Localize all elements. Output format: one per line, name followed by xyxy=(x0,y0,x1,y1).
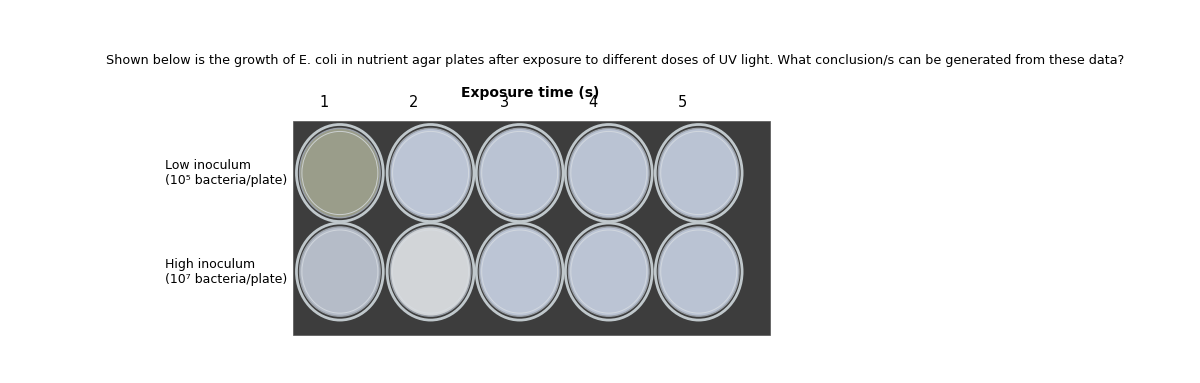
Text: Low inoculum
(10⁵ bacteria/plate): Low inoculum (10⁵ bacteria/plate) xyxy=(164,159,287,187)
Ellipse shape xyxy=(659,227,739,316)
Text: 2: 2 xyxy=(409,95,418,110)
Text: 1: 1 xyxy=(319,95,329,110)
Ellipse shape xyxy=(300,128,380,218)
Ellipse shape xyxy=(479,128,560,218)
FancyBboxPatch shape xyxy=(293,121,770,335)
Text: 3: 3 xyxy=(499,95,509,110)
Text: Shown below is the growth of E. coli in nutrient agar plates after exposure to d: Shown below is the growth of E. coli in … xyxy=(106,54,1124,67)
Text: High inoculum
(10⁷ bacteria/plate): High inoculum (10⁷ bacteria/plate) xyxy=(164,258,287,286)
Ellipse shape xyxy=(569,227,649,316)
Ellipse shape xyxy=(569,128,649,218)
Ellipse shape xyxy=(390,227,470,316)
Ellipse shape xyxy=(479,227,560,316)
Text: Exposure time (s): Exposure time (s) xyxy=(461,86,599,100)
Ellipse shape xyxy=(659,128,739,218)
Ellipse shape xyxy=(300,227,380,316)
Ellipse shape xyxy=(390,128,470,218)
Text: 4: 4 xyxy=(589,95,598,110)
Text: 5: 5 xyxy=(678,95,688,110)
